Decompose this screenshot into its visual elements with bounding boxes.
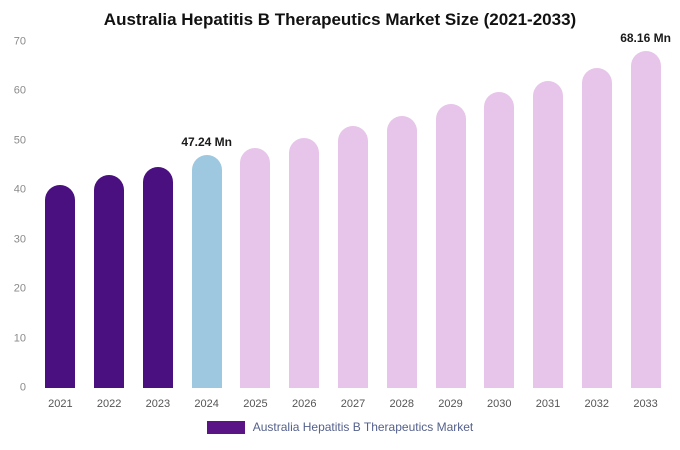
bar-column: 2029 (426, 42, 475, 410)
bar-2024 (191, 154, 222, 388)
x-axis-label: 2028 (389, 398, 414, 410)
y-axis: 0 10 20 30 40 50 60 70 (2, 36, 30, 393)
bar-2033 (630, 51, 661, 388)
bar-2028 (386, 116, 417, 388)
legend: Australia Hepatitis B Therapeutics Marke… (0, 420, 680, 434)
bar-column: 2021 (36, 42, 85, 410)
bar-2031 (533, 80, 564, 388)
bar-column: 2027 (329, 42, 378, 410)
x-axis-label: 2023 (145, 398, 171, 410)
x-axis-label: 2024 (194, 398, 219, 410)
bar-2030 (484, 92, 515, 388)
x-axis-label: 2031 (535, 398, 561, 410)
x-axis-label: 2022 (96, 398, 122, 410)
x-axis-label: 2027 (340, 398, 366, 410)
bar-value-label: 68.16 Mn (620, 31, 671, 46)
y-tick-label: 0 (19, 381, 26, 394)
bar-column: 2030 (475, 42, 524, 410)
bar-2027 (337, 126, 368, 388)
y-tick-label: 50 (13, 134, 26, 147)
y-tick-label: 30 (13, 233, 26, 246)
x-axis-label: 2032 (584, 398, 610, 410)
y-tick-label: 40 (13, 183, 26, 196)
chart-title: Australia Hepatitis B Therapeutics Marke… (103, 10, 577, 29)
bar-column: 2023 (134, 42, 183, 410)
bar-2021 (45, 185, 76, 388)
x-axis-label: 2021 (48, 398, 73, 410)
bar-column: 2032 (572, 42, 621, 410)
bar-column: 2022 (85, 42, 134, 410)
x-axis-label: 2030 (487, 398, 512, 410)
bar-column: 47.24 Mn 2024 (181, 42, 233, 411)
legend-label: Australia Hepatitis B Therapeutics Marke… (252, 420, 474, 434)
bar-2026 (289, 138, 320, 388)
bar-2025 (240, 148, 271, 388)
x-axis-label: 2025 (243, 398, 268, 410)
bar-column: 2028 (377, 42, 426, 410)
bar-2032 (581, 67, 612, 388)
bar-value-label: 47.24 Mn (181, 134, 233, 149)
x-axis-label: 2033 (633, 398, 658, 410)
y-tick-label: 10 (13, 332, 26, 345)
bar-column: 2026 (280, 42, 329, 410)
y-tick-label: 60 (13, 84, 26, 97)
bar-2023 (142, 166, 173, 388)
bar-column: 2025 (231, 42, 280, 410)
legend-swatch (206, 420, 245, 434)
bar-column: 2031 (524, 42, 573, 410)
bar-2029 (435, 103, 466, 388)
y-tick-label: 70 (13, 35, 26, 48)
bar-2022 (94, 175, 125, 388)
y-tick-label: 20 (13, 282, 26, 295)
bar-column: 68.16 Mn 2033 (620, 31, 671, 410)
x-axis-label: 2029 (438, 398, 463, 410)
x-axis-label: 2026 (291, 398, 317, 410)
plot-area: 0 10 20 30 40 50 60 70 2021 2022 2023 47.24 Mn 2024… (14, 31, 671, 411)
